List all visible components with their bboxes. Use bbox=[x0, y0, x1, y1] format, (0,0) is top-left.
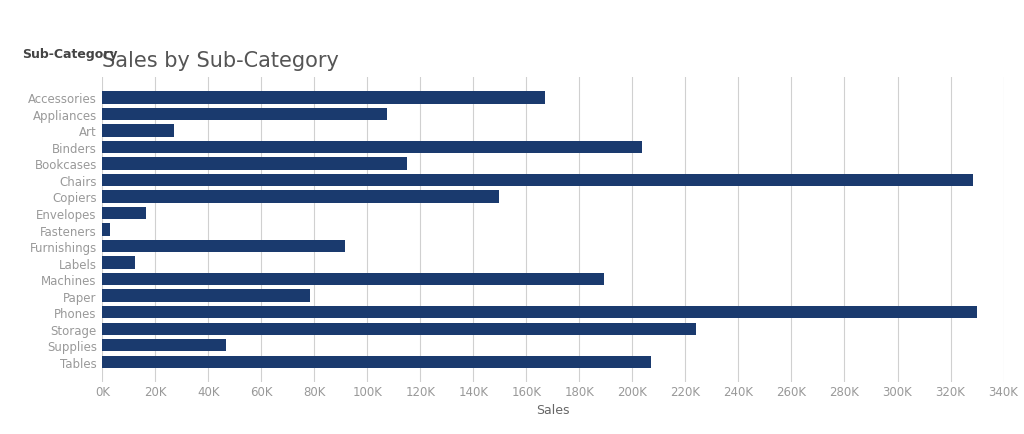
Text: Sub-Category: Sub-Category bbox=[23, 48, 118, 61]
Bar bbox=[102, 158, 407, 170]
Bar bbox=[102, 290, 310, 302]
Bar bbox=[102, 257, 135, 269]
Bar bbox=[102, 108, 387, 121]
Bar bbox=[102, 273, 604, 286]
Bar bbox=[102, 356, 651, 368]
Bar bbox=[102, 207, 146, 220]
Text: Sales by Sub-Category: Sales by Sub-Category bbox=[102, 51, 339, 71]
X-axis label: Sales: Sales bbox=[537, 403, 569, 416]
Bar bbox=[102, 191, 499, 203]
Bar bbox=[102, 224, 111, 236]
Bar bbox=[102, 92, 545, 104]
Bar bbox=[102, 323, 695, 335]
Bar bbox=[102, 174, 973, 187]
Bar bbox=[102, 141, 641, 154]
Bar bbox=[102, 306, 977, 319]
Bar bbox=[102, 125, 174, 137]
Bar bbox=[102, 339, 226, 352]
Bar bbox=[102, 240, 345, 253]
